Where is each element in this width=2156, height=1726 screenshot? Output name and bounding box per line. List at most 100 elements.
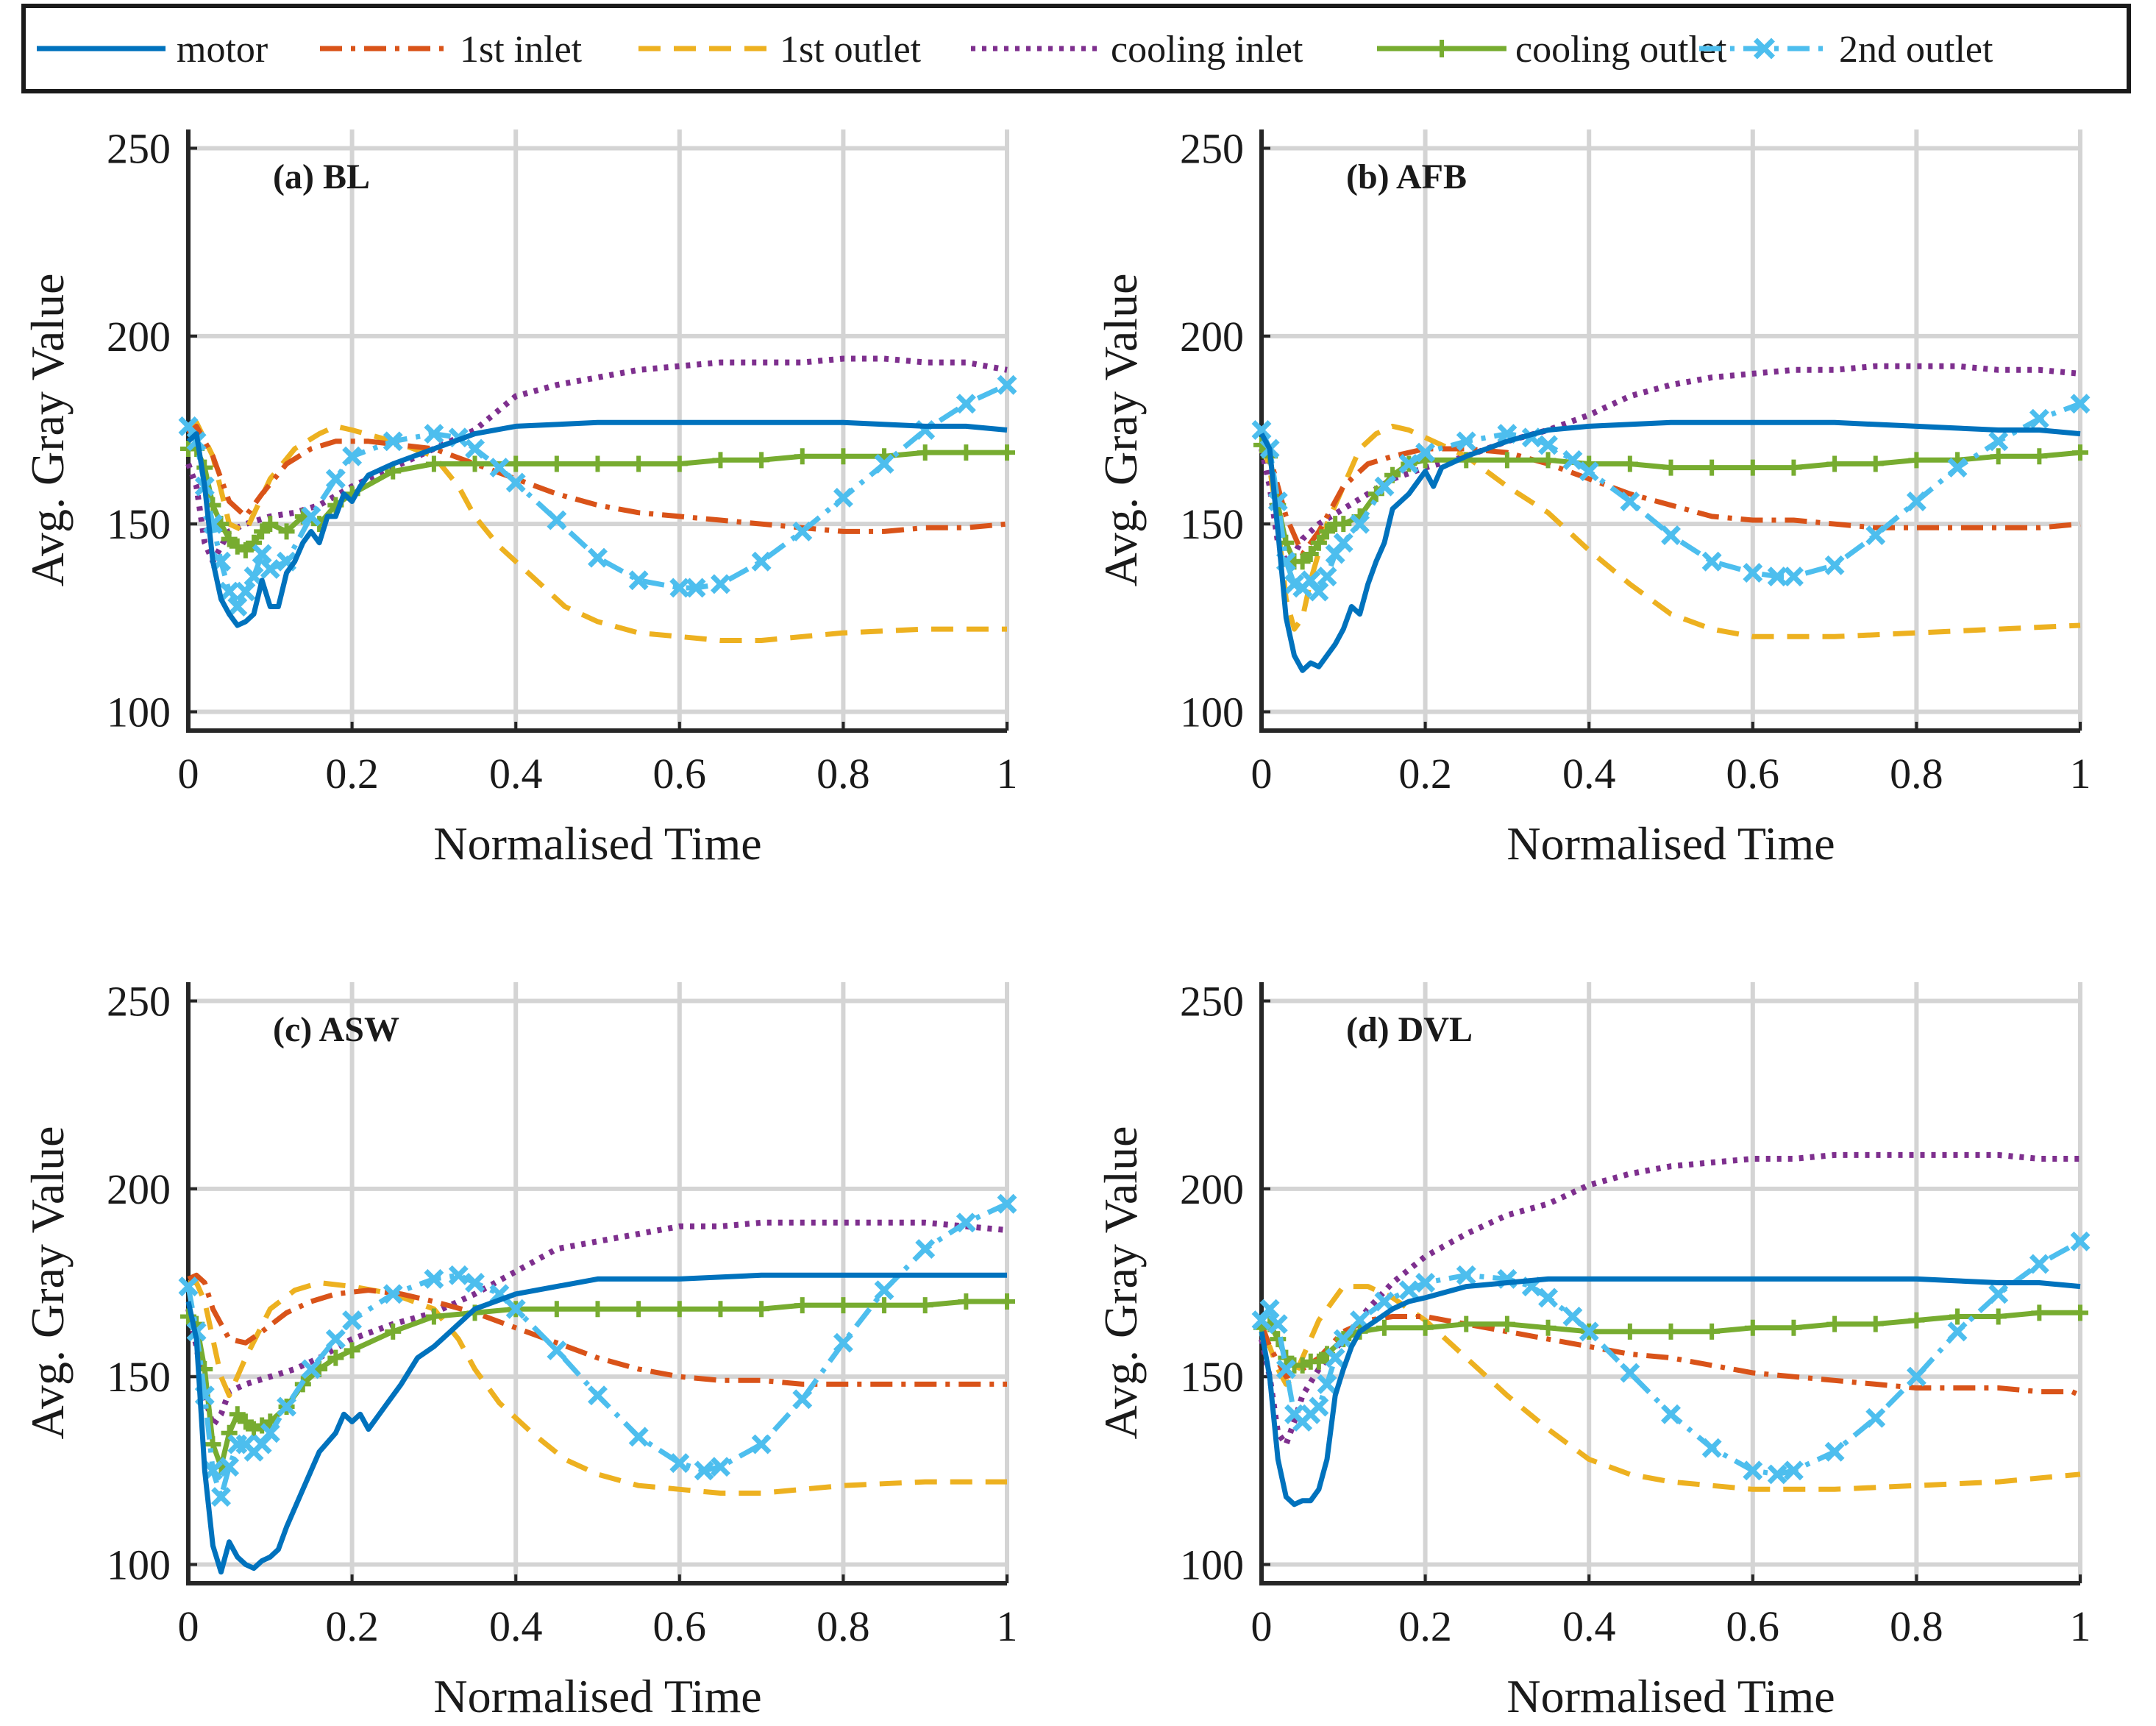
data-point-outlet2 bbox=[383, 1284, 403, 1304]
legend-label-coolout: cooling outlet bbox=[1515, 29, 1727, 71]
x-tick-label: 0.4 bbox=[489, 1602, 543, 1650]
x-axis-label: Normalised Time bbox=[1506, 817, 1835, 870]
y-axis-label: Avg. Gray Value bbox=[21, 1126, 74, 1440]
data-point-outlet2 bbox=[1988, 431, 2009, 452]
data-point-coolout bbox=[229, 538, 246, 555]
data-point-coolout bbox=[1621, 455, 1638, 472]
data-point-outlet2 bbox=[342, 446, 363, 466]
series-coolin bbox=[185, 1219, 1008, 1429]
series-line-coolin bbox=[1259, 363, 2081, 565]
data-point-coolout bbox=[1826, 1315, 1843, 1332]
series-line-motor bbox=[1259, 419, 2081, 673]
data-point-outlet2 bbox=[342, 1310, 363, 1331]
data-point-outlet2 bbox=[1276, 1359, 1296, 1379]
x-tick-label: 0.4 bbox=[1562, 1602, 1616, 1650]
legend-item-coolout: cooling outlet bbox=[1377, 29, 1727, 71]
data-point-coolout bbox=[712, 452, 729, 469]
x-tick-label: 0.2 bbox=[1398, 1602, 1452, 1650]
legend-label-outlet2: 2nd outlet bbox=[1839, 29, 1993, 71]
data-point-coolout bbox=[508, 455, 524, 472]
data-point-outlet2 bbox=[1398, 1280, 1419, 1301]
legend-label-outlet1: 1st outlet bbox=[780, 29, 922, 71]
data-point-coolout bbox=[237, 541, 254, 558]
data-point-outlet2 bbox=[465, 438, 485, 459]
data-point-outlet2 bbox=[1333, 1329, 1353, 1349]
data-point-outlet2 bbox=[2070, 1231, 2091, 1251]
y-tick-label: 200 bbox=[1180, 1165, 1244, 1213]
data-point-outlet2 bbox=[1865, 525, 1886, 545]
x-tick-label: 0.8 bbox=[1890, 1602, 1943, 1650]
data-point-outlet2 bbox=[1661, 1404, 1681, 1424]
data-point-coolout bbox=[589, 1301, 606, 1318]
data-point-coolout bbox=[630, 1301, 647, 1318]
data-point-coolout bbox=[548, 1301, 565, 1318]
data-point-outlet2 bbox=[178, 416, 199, 436]
y-tick-label: 100 bbox=[1180, 688, 1244, 736]
data-point-outlet2 bbox=[686, 578, 706, 598]
data-point-coolout bbox=[1294, 1357, 1311, 1374]
y-tick-label: 250 bbox=[107, 978, 171, 1026]
series-motor bbox=[186, 419, 1008, 628]
data-point-outlet2 bbox=[833, 487, 853, 508]
data-point-outlet2 bbox=[1661, 525, 1681, 545]
data-point-coolout bbox=[999, 444, 1015, 461]
data-point-outlet2 bbox=[874, 453, 894, 474]
data-point-outlet2 bbox=[252, 544, 272, 564]
data-point-outlet2 bbox=[1374, 1291, 1395, 1312]
legend-label-coolin: cooling inlet bbox=[1111, 29, 1303, 71]
data-point-outlet2 bbox=[1579, 1321, 1599, 1342]
data-point-outlet2 bbox=[1947, 458, 1968, 478]
data-point-outlet2 bbox=[505, 1299, 526, 1319]
data-point-outlet2 bbox=[1906, 491, 1926, 511]
x-tick-label: 1 bbox=[2070, 750, 2091, 798]
y-tick-label: 100 bbox=[1180, 1541, 1244, 1588]
legend-label-motor: motor bbox=[177, 29, 268, 71]
data-point-outlet2 bbox=[956, 1212, 976, 1233]
data-point-coolout bbox=[589, 455, 606, 472]
data-point-outlet2 bbox=[260, 558, 280, 579]
x-tick-label: 0 bbox=[1251, 1602, 1273, 1650]
data-point-coolout bbox=[425, 1308, 442, 1325]
data-point-coolout bbox=[2031, 448, 2048, 465]
x-tick-label: 0.8 bbox=[1890, 750, 1943, 798]
series-line-motor bbox=[1259, 1276, 2081, 1507]
y-tick-label: 200 bbox=[1180, 313, 1244, 361]
data-point-coolout bbox=[1990, 448, 2007, 465]
grid bbox=[1262, 129, 2082, 731]
data-point-coolout bbox=[876, 1297, 893, 1314]
series-inlet1 bbox=[1259, 440, 2081, 557]
y-tick-label: 150 bbox=[1180, 1353, 1244, 1401]
data-point-coolout bbox=[1417, 1319, 1434, 1336]
data-point-coolout bbox=[753, 452, 770, 469]
data-point-outlet2 bbox=[1317, 567, 1337, 587]
data-point-outlet2 bbox=[277, 1396, 297, 1417]
y-tick-label: 200 bbox=[107, 1165, 171, 1213]
x-tick-label: 0.2 bbox=[1398, 750, 1452, 798]
data-point-coolout bbox=[1744, 459, 1761, 476]
series-outlet1 bbox=[1259, 423, 2081, 639]
data-point-outlet2 bbox=[1415, 442, 1436, 463]
data-point-outlet2 bbox=[710, 1457, 730, 1477]
data-point-coolout bbox=[1704, 459, 1721, 476]
data-point-outlet2 bbox=[1350, 514, 1370, 534]
data-point-coolout bbox=[385, 1323, 402, 1340]
data-point-coolout bbox=[1908, 1312, 1925, 1329]
data-point-outlet2 bbox=[669, 1453, 690, 1474]
data-point-coolout bbox=[794, 448, 811, 465]
data-point-outlet2 bbox=[833, 1332, 853, 1353]
series-line-outlet2 bbox=[1259, 401, 2082, 594]
data-point-outlet2 bbox=[1620, 491, 1640, 511]
data-point-outlet2 bbox=[2070, 394, 2091, 414]
data-point-coolout bbox=[344, 1342, 360, 1359]
series-line-inlet1 bbox=[1259, 440, 2081, 557]
data-point-outlet2 bbox=[1415, 1273, 1436, 1293]
x-tick-label: 0.4 bbox=[489, 750, 543, 798]
series-line-outlet1 bbox=[1259, 1284, 2081, 1492]
x-tick-label: 0 bbox=[1251, 750, 1273, 798]
panel-3: 0 0.2 0.4 0.6 0.8 1 100 150 200 250 Normalised Tim… bbox=[21, 978, 1018, 1722]
legend-item-outlet2: 2nd outlet bbox=[1699, 29, 1993, 71]
x-tick-label: 1 bbox=[997, 1602, 1018, 1650]
x-tick-label: 1 bbox=[2070, 1602, 2091, 1650]
data-point-coolout bbox=[1662, 1323, 1679, 1340]
